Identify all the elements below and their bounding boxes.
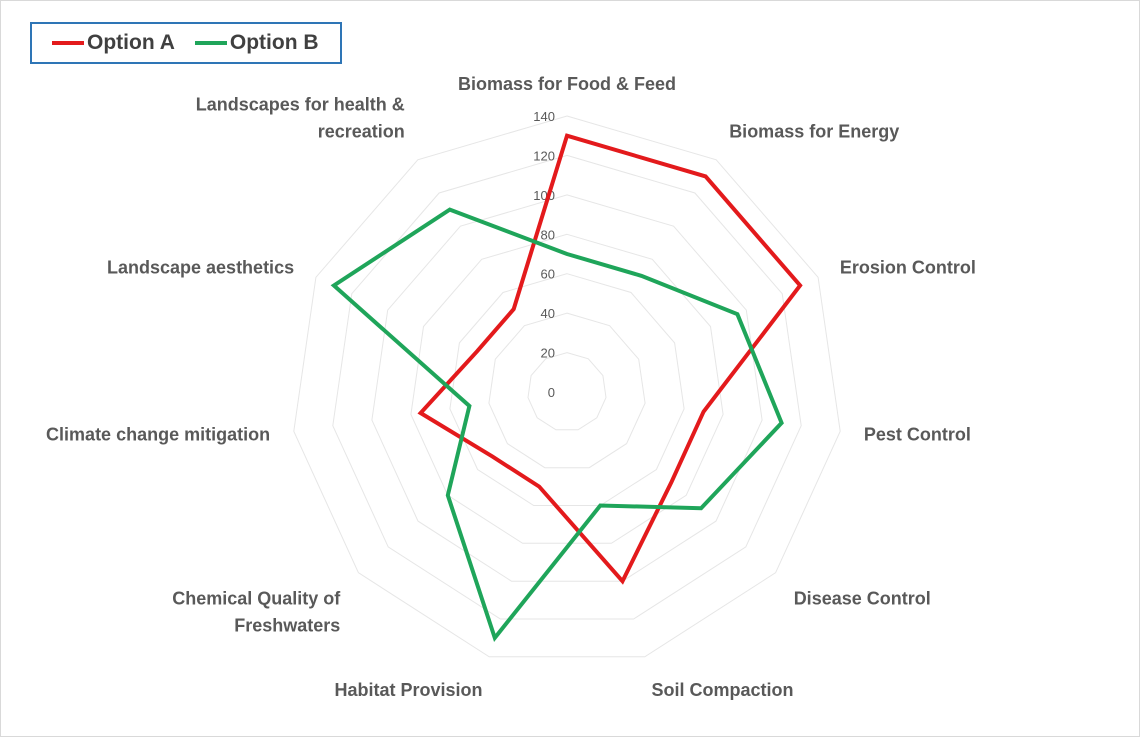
tick-label-80: 80: [541, 227, 555, 242]
category-label-biomass-for-food-feed: Biomass for Food & Feed: [458, 74, 676, 94]
legend-item-option-a: Option A: [52, 31, 175, 55]
category-label-line: Landscape aesthetics: [107, 257, 294, 277]
series-line-option-b: [330, 207, 784, 643]
tick-label-140: 140: [533, 109, 555, 124]
tick-label-60: 60: [541, 267, 555, 282]
legend-label-option-b: Option B: [229, 31, 319, 54]
category-label-line: Pest Control: [864, 425, 971, 445]
grid-ring-40: [488, 312, 646, 469]
legend-label-option-a: Option A: [87, 31, 175, 54]
category-label-climate-change-mitigation: Climate change mitigation: [46, 425, 270, 445]
category-label-disease-control: Disease Control: [794, 589, 931, 609]
legend-swatch-option-a: [52, 41, 84, 45]
series-line-option-a: [417, 133, 803, 585]
category-labels: Biomass for Food & Feed Biomass for Energ…: [46, 74, 976, 700]
tick-label-20: 20: [541, 346, 555, 361]
category-label-biomass-for-energy: Biomass for Energy: [729, 122, 899, 142]
category-label-line: Climate change mitigation: [46, 425, 270, 445]
category-label-line: Erosion Control: [840, 257, 976, 277]
category-label-line: Soil Compaction: [652, 680, 794, 700]
category-label-erosion-control: Erosion Control: [840, 257, 976, 277]
grid-ring-120: [332, 154, 802, 620]
category-label-line: Disease Control: [794, 589, 931, 609]
category-label-habitat-provision: Habitat Provision: [334, 680, 482, 700]
category-label-landscapes-for-health-recreation: Landscapes for health & recreation: [196, 95, 405, 142]
legend-swatch-option-b: [194, 41, 227, 45]
grid-ring-140: [293, 115, 841, 658]
grid-ring-20: [527, 352, 607, 431]
category-label-line: recreation: [318, 122, 405, 142]
legend-item-option-b: Option B: [194, 31, 319, 55]
tick-label-40: 40: [541, 306, 555, 321]
category-label-soil-compaction: Soil Compaction: [652, 680, 794, 700]
category-label-line: Freshwaters: [234, 616, 340, 636]
grid-ring-100: [371, 194, 763, 582]
category-label-line: Landscapes for health &: [196, 95, 405, 115]
grid-ring-80: [410, 233, 724, 544]
category-label-landscape-aesthetics: Landscape aesthetics: [107, 257, 294, 277]
category-label-pest-control: Pest Control: [864, 425, 971, 445]
radar-grid: [293, 115, 841, 658]
category-label-line: Biomass for Energy: [729, 122, 899, 142]
category-label-chemical-quality-of-freshwaters: Chemical Quality of Freshwaters: [172, 589, 341, 636]
category-label-line: Habitat Provision: [334, 680, 482, 700]
series-lines: [330, 133, 803, 643]
category-label-line: Chemical Quality of: [172, 589, 341, 609]
tick-label-0: 0: [548, 385, 555, 400]
grid-ring-60: [449, 273, 685, 506]
tick-label-120: 120: [533, 148, 555, 163]
category-label-line: Biomass for Food & Feed: [458, 74, 676, 94]
legend: Option A Option B: [30, 22, 342, 64]
